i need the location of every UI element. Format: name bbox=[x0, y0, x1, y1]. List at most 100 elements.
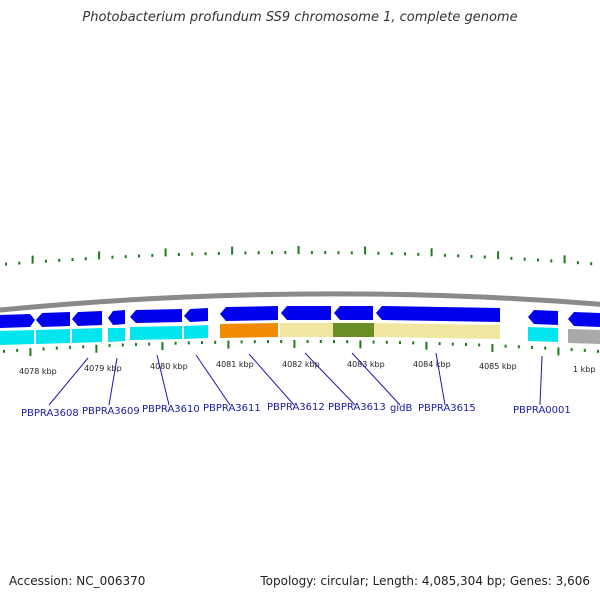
scale-tick bbox=[42, 347, 45, 351]
gc-content-track bbox=[5, 246, 593, 266]
gene-arrow[interactable] bbox=[568, 312, 600, 327]
gene-arrow[interactable] bbox=[334, 306, 373, 320]
cds-block-highlight[interactable] bbox=[280, 323, 333, 337]
cds-block-highlight[interactable] bbox=[220, 323, 278, 338]
cds-block[interactable] bbox=[0, 330, 34, 345]
gc-tick bbox=[5, 262, 7, 266]
gc-tick bbox=[271, 251, 273, 255]
scale-tick bbox=[108, 344, 111, 348]
gene-label[interactable]: PBPRA3609 bbox=[82, 406, 140, 417]
gene-label[interactable]: PBPRA3615 bbox=[418, 403, 476, 414]
topology-summary: Topology: circular; Length: 4,085,304 bp… bbox=[260, 574, 590, 588]
scale-tick bbox=[557, 347, 560, 356]
gc-tick bbox=[576, 261, 579, 265]
cds-block[interactable] bbox=[36, 329, 70, 344]
gc-tick bbox=[537, 258, 539, 262]
cds-block[interactable] bbox=[72, 328, 102, 343]
gc-tick bbox=[204, 252, 207, 256]
gc-tick bbox=[550, 259, 553, 263]
kbp-label: 4084 kbp bbox=[413, 360, 451, 369]
scale-tick bbox=[29, 348, 32, 357]
gc-tick bbox=[483, 255, 486, 259]
gene-label[interactable]: PBPRA3612 bbox=[267, 402, 325, 413]
gc-tick bbox=[177, 253, 180, 256]
gene-label[interactable]: PBPRA3610 bbox=[142, 404, 200, 415]
gc-tick bbox=[18, 261, 21, 265]
cds-block-highlight[interactable] bbox=[333, 323, 374, 337]
gene-arrow[interactable] bbox=[36, 312, 70, 327]
gene-arrow[interactable] bbox=[130, 309, 182, 323]
scale-tick bbox=[451, 342, 454, 346]
scale-tick bbox=[280, 340, 283, 343]
scale-tick bbox=[425, 341, 428, 350]
kbp-label: 4082 kbp bbox=[282, 360, 320, 369]
scale-tick bbox=[148, 342, 151, 346]
cds-block[interactable] bbox=[108, 328, 125, 342]
scale-tick bbox=[174, 341, 177, 345]
scale-tick bbox=[385, 340, 388, 344]
gc-tick bbox=[84, 257, 87, 261]
gene-arrow[interactable] bbox=[220, 306, 278, 321]
scale-tick bbox=[227, 340, 230, 349]
gene-label[interactable]: gidB bbox=[390, 403, 412, 414]
gc-tick bbox=[284, 251, 287, 254]
scale-tick bbox=[372, 340, 375, 344]
scale-tick bbox=[465, 343, 467, 346]
kbp-label: 4078 kbp bbox=[19, 367, 57, 376]
cds-block[interactable] bbox=[528, 327, 558, 342]
gc-tick bbox=[244, 251, 247, 255]
scale-tick bbox=[161, 342, 164, 351]
scale-tick bbox=[201, 341, 203, 345]
scale-tick bbox=[293, 340, 296, 348]
gc-tick bbox=[257, 251, 260, 255]
gc-tick bbox=[164, 248, 167, 257]
scale-ticks bbox=[3, 340, 599, 357]
scale-tick bbox=[438, 342, 441, 346]
gc-tick bbox=[98, 251, 101, 260]
cds-block[interactable] bbox=[184, 325, 208, 339]
scale-tick bbox=[135, 343, 137, 346]
gene-label[interactable]: PBPRA3611 bbox=[203, 403, 261, 414]
gene-arrow[interactable] bbox=[72, 311, 102, 326]
scale-tick bbox=[69, 345, 71, 349]
gc-tick bbox=[523, 257, 526, 261]
cds-block-highlight[interactable] bbox=[374, 323, 500, 339]
gene-arrow[interactable] bbox=[184, 308, 208, 322]
scale-tick bbox=[333, 340, 335, 344]
gc-tick bbox=[191, 252, 194, 256]
gc-tick bbox=[443, 253, 446, 257]
cds-block-gray[interactable] bbox=[568, 329, 600, 344]
gc-tick bbox=[217, 251, 220, 255]
gc-tick bbox=[430, 248, 433, 257]
scale-tick bbox=[517, 345, 520, 349]
gene-arrow[interactable] bbox=[108, 310, 125, 325]
gene-arrow[interactable] bbox=[528, 310, 558, 325]
cds-track bbox=[0, 323, 600, 345]
kbp-label: 4080 kbp bbox=[150, 362, 188, 371]
gene-label[interactable]: PBPRA0001 bbox=[513, 405, 571, 416]
scale-tick bbox=[583, 348, 586, 352]
forward-gene-track bbox=[0, 306, 600, 328]
kbp-label: 4083 kbp bbox=[347, 360, 385, 369]
cds-block[interactable] bbox=[130, 326, 182, 340]
gene-label[interactable]: PBPRA3613 bbox=[328, 402, 386, 413]
gene-label[interactable]: PBPRA3608 bbox=[21, 408, 79, 419]
kbp-label: 4085 kbp bbox=[479, 362, 517, 371]
gc-tick bbox=[390, 252, 393, 256]
scale-tick bbox=[187, 341, 190, 345]
gene-arrow[interactable] bbox=[0, 314, 35, 328]
gc-tick bbox=[563, 255, 566, 264]
gene-labels: PBPRA3608 PBPRA3609 PBPRA3610 PBPRA3611 … bbox=[21, 402, 571, 419]
gene-leader-lines bbox=[48, 352, 543, 406]
gc-tick bbox=[350, 251, 353, 255]
gc-tick bbox=[404, 252, 406, 256]
scale-tick bbox=[597, 349, 599, 353]
gc-tick bbox=[138, 254, 140, 258]
gene-arrow[interactable] bbox=[281, 306, 331, 320]
scale-tick bbox=[504, 344, 507, 348]
gene-arrow[interactable] bbox=[376, 306, 500, 322]
scale-tick bbox=[95, 344, 98, 353]
scale-tick bbox=[399, 341, 401, 345]
scale-tick bbox=[16, 348, 19, 352]
